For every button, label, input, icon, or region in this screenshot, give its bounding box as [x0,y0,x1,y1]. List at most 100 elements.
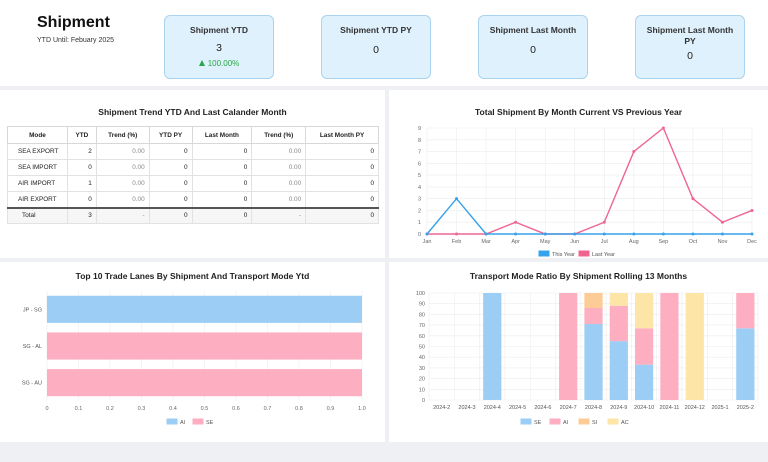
table-cell: 0 [148,159,193,176]
x-tick-label: Nov [718,239,728,245]
table-row: AIR EXPORT 0 0.00 0 0 0.00 0 [7,191,379,208]
y-tick-label: 6 [418,161,421,167]
kpi-card-shipment-last-month-py: Shipment Last Month PY 0 [635,15,745,79]
bar-segment [483,293,502,400]
table-cell: 0 [66,191,97,208]
bar-segment [559,293,578,400]
bar-segment [660,293,679,400]
y-tick-label: SG - AU [22,381,42,387]
x-tick-label: 0.8 [295,406,303,412]
column-header[interactable]: Last Month [191,126,253,144]
y-tick-label: 9 [418,126,421,132]
trend-up-icon [198,60,205,66]
legend-label: Last Year [592,252,615,258]
table-cell: 0 [305,191,379,208]
table-cell: AIR EXPORT [7,191,68,208]
bar-segment [584,324,603,400]
y-tick-label: 2 [418,208,421,214]
y-tick-label: 7 [418,150,421,156]
x-tick-label: Oct [689,239,698,245]
y-tick-label: 40 [419,355,425,361]
table-cell: SEA EXPORT [7,143,68,160]
table-cell: 0.00 [251,143,307,160]
table-cell: 0.00 [95,143,150,160]
y-tick-label: 5 [418,173,421,179]
y-tick-label: 60 [419,334,425,340]
x-tick-label: 2024-12 [685,405,705,411]
kpi-title: Shipment Last Month PY [646,25,734,46]
x-tick-label: Jun [570,239,579,245]
y-tick-label: 1 [418,220,421,226]
table-cell: 0.00 [251,159,307,176]
table-cell: 0.00 [251,191,307,208]
x-tick-label: Sep [658,239,668,245]
bar-segment [736,293,755,329]
x-tick-label: 2024-11 [660,405,680,411]
x-tick-label: 2024-2 [433,405,450,411]
table-cell: 2 [66,143,97,160]
table-row: SEA IMPORT 0 0.00 0 0 0.00 0 [7,159,379,176]
column-header[interactable]: Mode [7,126,68,144]
y-tick-label: SG - AL [23,344,42,350]
x-tick-label: 2024-3 [458,405,475,411]
column-header[interactable]: Trend (%) [251,126,307,144]
table-cell: Total [7,206,68,224]
ytd-until-label: YTD Until: Febuary 2025 [37,37,115,44]
legend-swatch [166,418,178,425]
column-header[interactable]: YTD [66,126,97,144]
legend-swatch [578,418,590,425]
table-cell: 3 [66,206,97,224]
legend-label: AC [621,420,629,426]
bar-segment [736,328,755,400]
x-tick-label: Dec [747,239,757,245]
kpi-value: 3 [216,42,222,54]
table-cell: 0 [148,175,193,192]
table-cell: SEA IMPORT [7,159,68,176]
y-tick-label: 3 [418,197,421,203]
data-point [484,232,488,236]
table-header-row: Mode YTD Trend (%) YTD PY Last Month Tre… [7,126,379,144]
x-tick-label: 0.4 [169,406,177,412]
data-point [661,232,665,236]
trade-lanes-chart: 0 0.1 0.2 0.3 0.4 0.5 0.6 0.7 0.8 0.9 1.0 JP - SG SG… [22,291,366,426]
table-cell: 0.00 [95,159,150,176]
kpi-trend-value: 100.00% [207,59,240,68]
legend-swatch [578,250,590,257]
legend-label: SE [534,420,542,426]
table-cell: 0 [191,206,253,224]
x-tick-label: Jul [601,239,608,245]
legend-label: SI [592,420,598,426]
bar [47,332,362,360]
table-cell: 0 [305,143,379,160]
kpi-card-shipment-ytd-py: Shipment YTD PY 0 [321,15,431,79]
y-tick-label: 90 [419,302,425,308]
legend-swatch [607,418,619,425]
y-tick-label: 70 [419,323,425,329]
table-cell: - [95,206,150,224]
y-tick-label: 0 [422,398,425,404]
x-tick-label: 2024-9 [610,405,627,411]
column-header[interactable]: Trend (%) [95,126,150,144]
chart-title: Total Shipment By Month Current VS Previ… [474,107,683,117]
y-tick-label: 80 [419,312,425,318]
column-header[interactable]: YTD PY [148,126,193,144]
table-cell: 0 [191,159,253,176]
legend-label: This Year [552,252,575,258]
table-cell: 1 [66,175,97,192]
x-tick-label: 0.6 [232,406,240,412]
column-header[interactable]: Last Month PY [305,126,379,144]
table-cell: - [251,206,307,224]
table-cell: 0 [148,143,193,160]
x-tick-label: 2024-5 [509,405,526,411]
data-point [720,220,724,224]
x-tick-label: 2025-1 [711,405,728,411]
x-tick-label: 0.2 [106,406,114,412]
y-tick-label: 30 [419,366,425,372]
kpi-card-shipment-last-month: Shipment Last Month 0 [478,15,588,79]
data-point [455,197,459,201]
data-point [543,232,547,236]
y-tick-label: JP - SG [23,307,42,313]
x-tick-label: 0.3 [138,406,146,412]
bar [47,369,362,397]
legend-label: SE [206,420,214,426]
